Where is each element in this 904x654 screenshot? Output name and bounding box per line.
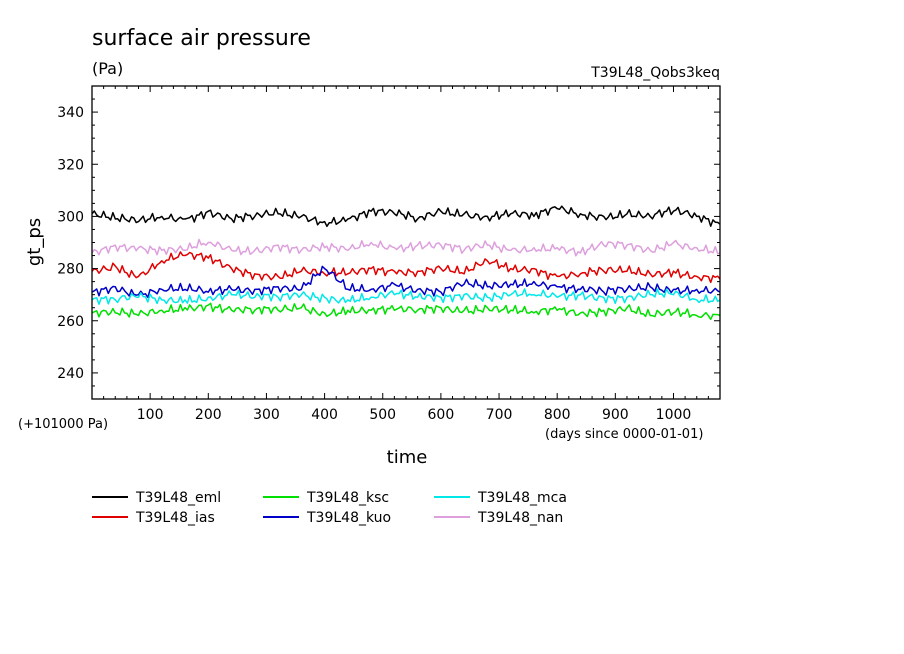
plot-frame xyxy=(91,85,721,400)
legend-label: T39L48_nan xyxy=(477,510,563,526)
y-tick-label: 340 xyxy=(57,105,84,121)
chart-units: (Pa) xyxy=(92,59,123,78)
x-tick-label: 400 xyxy=(311,407,338,423)
y-tick-label: 240 xyxy=(57,366,84,382)
series-line-T39L48_ksc xyxy=(91,302,721,321)
x-tick-label: 1000 xyxy=(656,407,692,423)
y-tick-label: 320 xyxy=(57,157,84,173)
series-layer xyxy=(91,205,721,321)
series-line-T39L48_nan xyxy=(91,238,721,257)
y-tick-label: 300 xyxy=(57,209,84,225)
y-tick-label: 260 xyxy=(57,314,84,330)
chart-title: surface air pressure xyxy=(92,26,311,51)
x-tick-label: 300 xyxy=(253,407,280,423)
series-line-T39L48_kuo xyxy=(91,265,721,299)
experiment-label: T39L48_Qobs3keq xyxy=(590,65,720,81)
x-unit-note: (days since 0000-01-01) xyxy=(545,427,703,442)
x-tick-label: 100 xyxy=(137,407,164,423)
x-tick-label: 700 xyxy=(486,407,513,423)
series-line-T39L48_ias xyxy=(91,251,721,284)
y-offset-note: (+101000 Pa) xyxy=(18,417,108,432)
legend: T39L48_eml T39L48_ias T39L48_ksc T39L48_kuo… xyxy=(92,490,567,526)
x-tick-label: 800 xyxy=(544,407,571,423)
legend-item-T39L48_eml: T39L48_eml xyxy=(92,490,221,506)
y-axis-label: gt_ps xyxy=(24,218,45,266)
x-tick-label: 500 xyxy=(369,407,396,423)
x-tick-label: 900 xyxy=(602,407,629,423)
x-axis-label: time xyxy=(387,447,428,468)
legend-item-T39L48_mca: T39L48_mca xyxy=(434,490,567,506)
legend-item-T39L48_nan: T39L48_nan xyxy=(434,510,563,526)
series-line-T39L48_mca xyxy=(91,288,721,305)
legend-label: T39L48_mca xyxy=(477,490,567,506)
legend-item-T39L48_ksc: T39L48_ksc xyxy=(263,490,389,506)
y-tick-label: 280 xyxy=(57,262,84,278)
legend-label: T39L48_ksc xyxy=(306,490,389,506)
series-line-T39L48_eml xyxy=(91,205,721,228)
tick-layer: 100 200 300 400 500 600 700 800 900 1000 240 260 280… xyxy=(57,86,720,423)
legend-label: T39L48_kuo xyxy=(306,510,391,526)
legend-item-T39L48_ias: T39L48_ias xyxy=(92,510,215,526)
legend-item-T39L48_kuo: T39L48_kuo xyxy=(263,510,391,526)
x-tick-label: 200 xyxy=(195,407,222,423)
legend-label: T39L48_ias xyxy=(135,510,215,526)
legend-label: T39L48_eml xyxy=(135,490,221,506)
x-tick-label: 600 xyxy=(428,407,455,423)
